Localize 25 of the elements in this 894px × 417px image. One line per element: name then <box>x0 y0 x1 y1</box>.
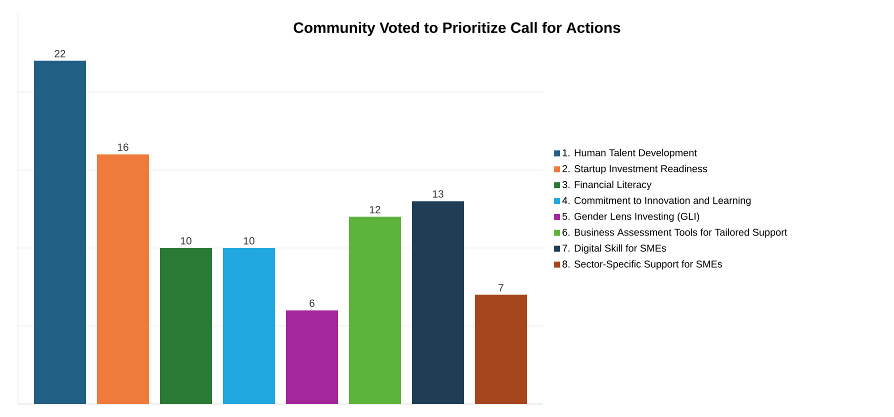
data-label: 13 <box>432 190 444 198</box>
bar <box>96 154 149 404</box>
legend-label: 7. Digital Skill for SMEs <box>562 244 666 254</box>
legend-label: 8. Sector-Specific Support for SMEs <box>562 260 722 270</box>
bar <box>349 216 401 404</box>
legend-label: 6. Business Assessment Tools for Tailored Support <box>562 228 788 238</box>
data-label: 22 <box>54 50 66 58</box>
bar <box>286 310 338 404</box>
legend-label: 2. Startup Investment Readiness <box>562 164 708 174</box>
data-label: 12 <box>370 206 380 214</box>
legend-label: 4. Commitment to Innovation and Learning <box>562 196 751 206</box>
data-label: 7 <box>498 284 504 292</box>
bar <box>475 294 528 404</box>
bar <box>34 60 86 404</box>
legend-label: 1. Human Talent Development <box>562 149 697 158</box>
text: Community Voted to Prioritize Call for Actions <box>294 22 620 36</box>
bar <box>223 248 275 404</box>
data-label: 10 <box>180 237 192 244</box>
legend-label: 5. Gender Lens Investing (GLI) <box>562 212 700 222</box>
bar <box>412 201 464 404</box>
data-label: 16 <box>118 143 128 151</box>
legend-label: 3. Financial Literacy <box>562 180 652 190</box>
bar <box>160 248 212 404</box>
data-label: 6 <box>310 299 314 307</box>
data-label: 10 <box>244 237 254 244</box>
